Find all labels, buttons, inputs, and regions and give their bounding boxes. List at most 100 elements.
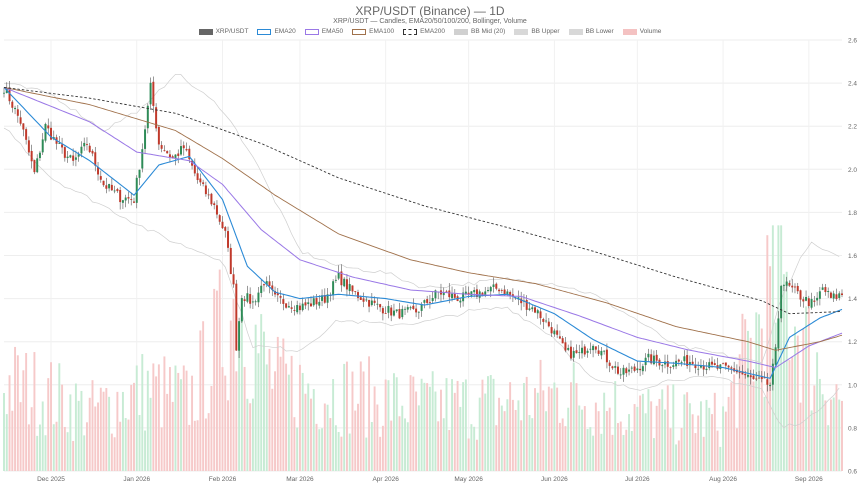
- volume-bar: [180, 379, 182, 471]
- candle-body: [271, 285, 274, 291]
- y-tick-label: 0.8: [848, 425, 857, 432]
- volume-bar: [658, 398, 661, 471]
- candle-body: [348, 284, 351, 291]
- candle-body: [16, 109, 19, 116]
- volume-bar: [307, 383, 310, 471]
- volume-bar: [265, 364, 268, 471]
- candle-body: [193, 164, 196, 174]
- volume-bar: [326, 404, 329, 471]
- volume-bar: [705, 399, 708, 471]
- candle-body: [824, 287, 827, 293]
- volume-bar: [337, 431, 340, 471]
- candle-body: [285, 303, 288, 308]
- volume-bar: [274, 371, 277, 471]
- candle-body: [99, 176, 102, 180]
- volume-bar: [708, 407, 711, 471]
- volume-bar: [390, 420, 393, 471]
- candle-body: [647, 353, 650, 358]
- volume-bar: [539, 359, 542, 471]
- bb-lower-line: [3, 127, 840, 429]
- volume-bar: [348, 433, 351, 471]
- candle-body: [694, 365, 697, 369]
- candle-body: [832, 293, 835, 299]
- volume-bar: [138, 415, 141, 471]
- candle-body: [246, 293, 249, 302]
- volume-bar: [11, 410, 14, 471]
- candle-body: [279, 296, 282, 298]
- candle-body: [818, 291, 821, 299]
- volume-bar: [91, 380, 94, 471]
- volume-bar: [818, 378, 821, 471]
- candle-body: [727, 365, 730, 368]
- volume-bar: [608, 407, 611, 471]
- legend-item[interactable]: XRP/USDT: [198, 28, 248, 35]
- y-tick-label: 0.6: [848, 469, 857, 476]
- volume-bar: [69, 394, 72, 471]
- volume-bar: [412, 376, 415, 471]
- volume-bar: [448, 430, 451, 471]
- candle-body: [841, 293, 843, 296]
- legend-item[interactable]: Volume: [622, 28, 661, 35]
- candle-body: [688, 362, 691, 366]
- volume-bar: [116, 391, 119, 471]
- candle-body: [763, 377, 766, 379]
- volume-bar: [224, 375, 227, 471]
- candle-body: [511, 294, 514, 297]
- volume-bar: [484, 393, 487, 471]
- legend-item[interactable]: BB Upper: [514, 28, 560, 35]
- y-tick-label: 1.2: [848, 339, 857, 346]
- candle-body: [550, 327, 553, 334]
- volume-bar: [445, 378, 448, 471]
- candle-body: [210, 193, 213, 205]
- candle-body: [791, 285, 794, 288]
- candle-body: [799, 290, 802, 300]
- candle-body: [470, 291, 473, 296]
- volume-bar: [791, 356, 794, 471]
- volume-bar: [102, 391, 105, 471]
- volume-bar: [323, 403, 326, 471]
- volume-bar: [711, 414, 713, 471]
- volume-bar: [694, 433, 697, 471]
- candle-body: [652, 355, 655, 365]
- volume-bar: [359, 361, 362, 471]
- legend-item[interactable]: BB Mid (20): [454, 28, 505, 35]
- candle-body: [821, 287, 824, 290]
- candle-body: [581, 347, 584, 354]
- volume-bar: [8, 375, 11, 471]
- legend-item[interactable]: EMA50: [304, 28, 343, 35]
- volume-bar: [398, 416, 401, 471]
- legend-item[interactable]: EMA20: [257, 28, 296, 35]
- candle-body: [528, 308, 531, 310]
- candle-body: [724, 362, 727, 366]
- legend-swatch: [304, 28, 319, 35]
- volume-bar: [287, 374, 290, 471]
- volume-bar: [404, 418, 406, 471]
- volume-bar: [578, 405, 581, 471]
- volume-bar: [597, 411, 600, 471]
- chart-subtitle: XRP/USDT — Candles, EMA20/50/100/200, Bo…: [333, 18, 527, 25]
- candle-body: [309, 303, 312, 307]
- candle-body: [105, 185, 108, 189]
- volume-bar: [475, 439, 478, 471]
- y-tick-label: 2.0: [848, 167, 857, 174]
- legend-item[interactable]: EMA200: [403, 28, 445, 35]
- volume-bar: [832, 397, 835, 471]
- volume-bar: [149, 397, 152, 471]
- legend-item[interactable]: EMA100: [352, 28, 394, 35]
- volume-bar: [747, 330, 749, 471]
- volume-bar: [215, 290, 218, 471]
- volume-bar: [19, 402, 22, 471]
- volume-bar: [564, 426, 567, 471]
- candle-body: [85, 143, 88, 145]
- legend-item[interactable]: BB Lower: [568, 28, 614, 35]
- volume-bar: [163, 356, 166, 471]
- volume-bar: [735, 428, 738, 471]
- volume-bar: [547, 386, 550, 471]
- candle-body: [254, 301, 257, 303]
- candle-body: [38, 152, 41, 159]
- candle-body: [251, 301, 254, 303]
- candle-body: [144, 129, 147, 149]
- candle-body: [650, 354, 653, 364]
- x-tick-label: Mar 2026: [286, 476, 314, 483]
- candle-body: [14, 107, 17, 110]
